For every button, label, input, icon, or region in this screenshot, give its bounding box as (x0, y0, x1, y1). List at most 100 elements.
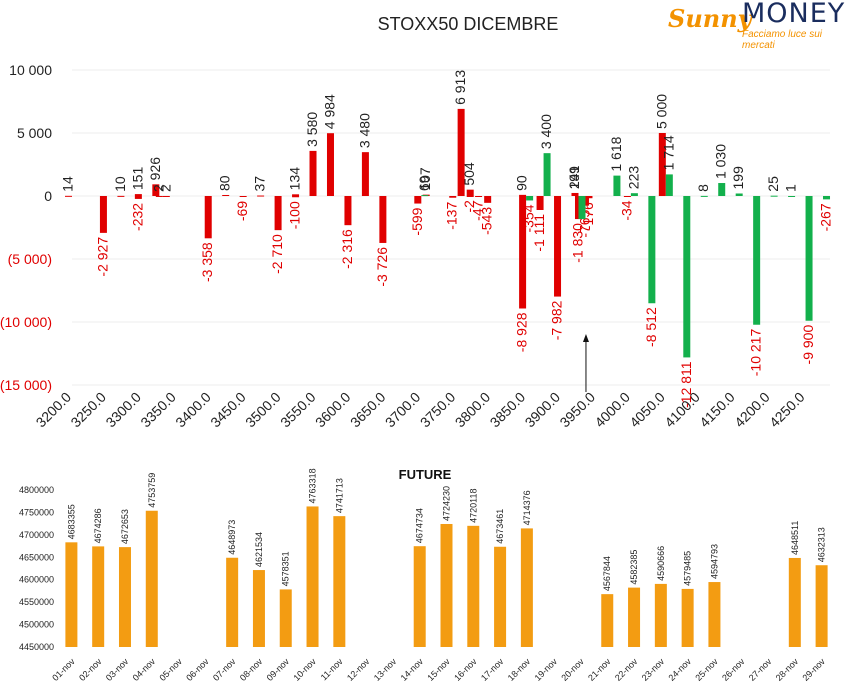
y-tick-label: (5 000) (8, 251, 52, 267)
data-label: -2 (461, 200, 477, 213)
data-label: -354 (521, 204, 537, 232)
data-label: -7 982 (549, 300, 565, 340)
data-label: 926 (147, 157, 163, 181)
future-bar (601, 594, 614, 647)
data-label: 5 000 (653, 94, 669, 129)
bar (155, 195, 163, 197)
bar (449, 196, 457, 198)
future-y-tick: 4750000 (19, 507, 54, 517)
bar (484, 196, 492, 203)
future-bar (628, 587, 641, 647)
bar (65, 195, 72, 197)
data-label: 1 714 (660, 135, 676, 170)
future-data-label: 4648973 (227, 520, 237, 555)
bar (134, 196, 142, 199)
future-x-tick: 04-nov (131, 656, 158, 683)
bar (823, 196, 831, 200)
data-label: 69 (416, 175, 432, 191)
future-bar (815, 565, 828, 647)
logo-money-text: MONEY (742, 0, 846, 29)
bar (700, 195, 708, 197)
data-label: 3 480 (356, 113, 372, 148)
future-data-label: 4724230 (442, 486, 452, 521)
bar (414, 196, 422, 204)
bar (152, 184, 160, 196)
bar (543, 153, 551, 196)
future-data-label: 4567844 (602, 556, 612, 591)
arrow-head (582, 334, 589, 342)
data-label: 2 (150, 184, 166, 192)
data-label: 199 (566, 166, 582, 190)
future-data-label: 4753759 (147, 473, 157, 508)
data-label: -34 (618, 200, 634, 220)
data-label: -3 726 (374, 247, 390, 287)
data-label: 1 (783, 184, 799, 192)
data-label: 241 (566, 165, 582, 189)
bar (805, 196, 813, 321)
bar (134, 194, 142, 196)
bar (292, 194, 300, 196)
chart-title: STOXX50 DICEMBRE (378, 14, 559, 34)
bar (519, 194, 527, 196)
bar (735, 193, 743, 196)
bar (326, 133, 334, 196)
data-label: -232 (129, 203, 145, 231)
logo-tagline: Facciamo luce sui mercati (742, 29, 823, 51)
future-data-label: 4683355 (66, 504, 76, 539)
future-x-tick: 21-nov (586, 656, 613, 683)
bar (526, 196, 534, 201)
data-label: 199 (730, 166, 746, 190)
future-bar (413, 546, 426, 647)
y-tick-label: 0 (44, 188, 52, 204)
bar (578, 196, 586, 220)
future-x-tick: 03-nov (104, 656, 131, 683)
future-bar (65, 542, 78, 647)
data-label: 90 (514, 175, 530, 191)
bar (571, 192, 579, 196)
future-y-tick: 4700000 (19, 530, 54, 540)
future-bar (788, 557, 801, 647)
data-label: 37 (252, 176, 268, 192)
data-label: 151 (129, 167, 145, 191)
data-label: 223 (625, 166, 641, 190)
data-label: -1 830 (569, 223, 585, 263)
future-y-tick: 4800000 (19, 485, 54, 495)
bar (585, 196, 593, 199)
future-x-tick: 08-nov (238, 656, 265, 683)
bar (623, 196, 631, 197)
future-bar (440, 523, 453, 647)
bar (554, 196, 562, 297)
data-label: 14 (60, 176, 76, 192)
future-x-tick: 22-nov (613, 656, 640, 683)
bar (718, 183, 726, 196)
future-data-label: 4582385 (629, 550, 639, 585)
future-bar (145, 510, 158, 647)
bar (788, 195, 796, 197)
future-x-tick: 16-nov (452, 656, 479, 683)
bar (466, 196, 474, 197)
future-x-tick: 25-nov (693, 656, 720, 683)
future-x-tick: 12-nov (345, 656, 372, 683)
bar (770, 195, 778, 197)
data-label: -2 927 (94, 237, 110, 277)
bar (665, 174, 673, 196)
data-label: 6 913 (452, 70, 468, 105)
data-label: -267 (818, 203, 834, 231)
future-x-tick: 26-nov (720, 656, 747, 683)
future-y-tick: 4500000 (19, 620, 54, 630)
future-data-label: 4674734 (415, 508, 425, 543)
future-data-label: 4621534 (254, 532, 264, 567)
future-bar (467, 525, 480, 647)
future-data-label: 4741713 (334, 478, 344, 513)
sunny-money-logo: Sunny MONEY Facciamo luce sui mercati (660, 0, 855, 51)
bar (536, 196, 544, 210)
future-data-label: 4594793 (709, 544, 719, 579)
future-y-tick: 4650000 (19, 552, 54, 562)
logo-sunny-text: Sunny (668, 4, 752, 33)
future-data-label: 4673461 (495, 509, 505, 544)
bar (222, 194, 230, 196)
data-label: 4 984 (321, 94, 337, 129)
data-label: 25 (765, 176, 781, 192)
data-label: 3 400 (538, 114, 554, 149)
